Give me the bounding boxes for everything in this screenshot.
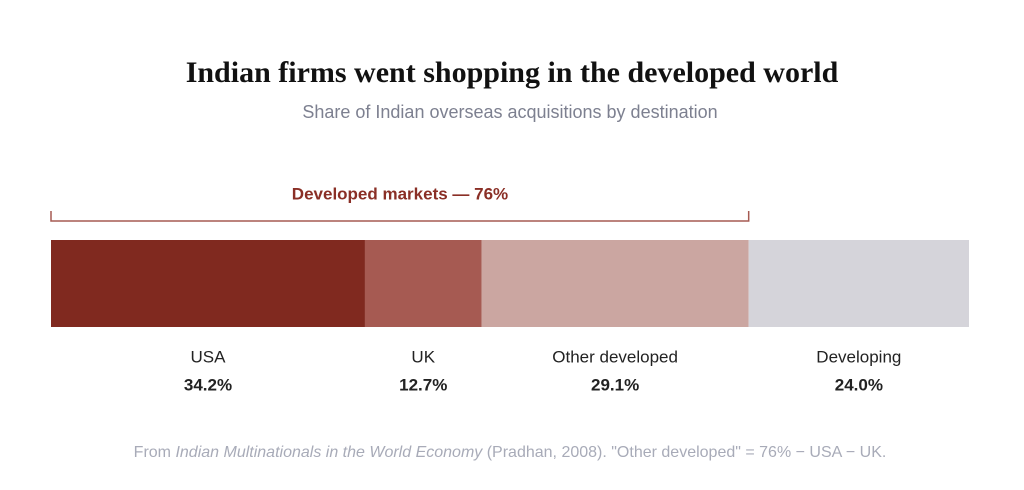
bar-segment — [364, 240, 482, 327]
source-text: From — [134, 444, 176, 461]
bracket — [50, 211, 750, 222]
source-text: (Pradhan, 2008). "Other developed" = 76%… — [482, 444, 886, 461]
value-label: 29.1% — [591, 375, 639, 394]
category-label: USA — [190, 347, 226, 366]
category-label: UK — [411, 347, 435, 366]
bar-segment — [481, 240, 749, 327]
value-label: 12.7% — [399, 375, 447, 394]
source-title: Indian Multinationals in the World Econo… — [175, 444, 483, 461]
value-label: 34.2% — [184, 375, 232, 394]
chart-title: Indian firms went shopping in the develo… — [186, 56, 839, 89]
chart-subtitle: Share of Indian overseas acquisitions by… — [302, 102, 717, 122]
source-note: From Indian Multinationals in the World … — [134, 444, 887, 461]
category-label: Other developed — [552, 347, 678, 366]
annotation: Developed markets — 76% — [292, 184, 508, 203]
bar-segment — [51, 240, 365, 327]
value-label: 24.0% — [835, 375, 883, 394]
category-label: Developing — [816, 347, 901, 366]
bar-segment — [748, 240, 969, 327]
